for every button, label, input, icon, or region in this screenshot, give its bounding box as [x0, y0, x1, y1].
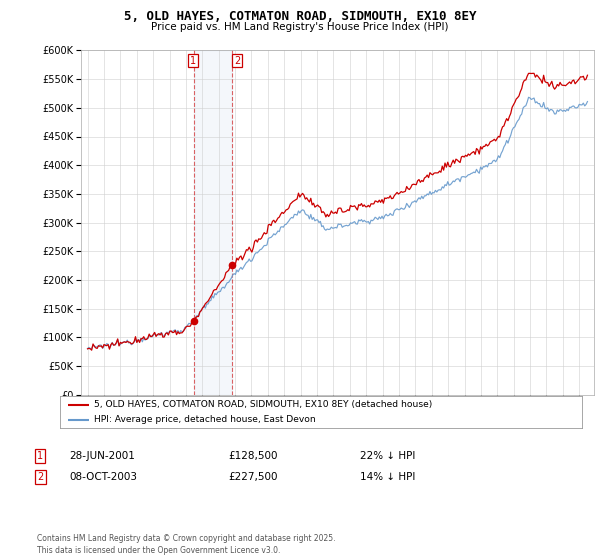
Text: £227,500: £227,500 — [228, 472, 277, 482]
Text: 08-OCT-2003: 08-OCT-2003 — [69, 472, 137, 482]
Text: 2: 2 — [37, 472, 43, 482]
Text: HPI: Average price, detached house, East Devon: HPI: Average price, detached house, East… — [94, 415, 316, 424]
Text: 28-JUN-2001: 28-JUN-2001 — [69, 451, 135, 461]
Text: Contains HM Land Registry data © Crown copyright and database right 2025.
This d: Contains HM Land Registry data © Crown c… — [37, 534, 336, 555]
Text: Price paid vs. HM Land Registry's House Price Index (HPI): Price paid vs. HM Land Registry's House … — [151, 22, 449, 32]
Text: 22% ↓ HPI: 22% ↓ HPI — [360, 451, 415, 461]
Bar — [194, 50, 232, 395]
Text: 1: 1 — [190, 55, 196, 66]
Text: £128,500: £128,500 — [228, 451, 277, 461]
Text: 1: 1 — [37, 451, 43, 461]
Text: 5, OLD HAYES, COTMATON ROAD, SIDMOUTH, EX10 8EY (detached house): 5, OLD HAYES, COTMATON ROAD, SIDMOUTH, E… — [94, 400, 432, 409]
Text: 2: 2 — [234, 55, 241, 66]
Text: 14% ↓ HPI: 14% ↓ HPI — [360, 472, 415, 482]
Text: 5, OLD HAYES, COTMATON ROAD, SIDMOUTH, EX10 8EY: 5, OLD HAYES, COTMATON ROAD, SIDMOUTH, E… — [124, 10, 476, 23]
